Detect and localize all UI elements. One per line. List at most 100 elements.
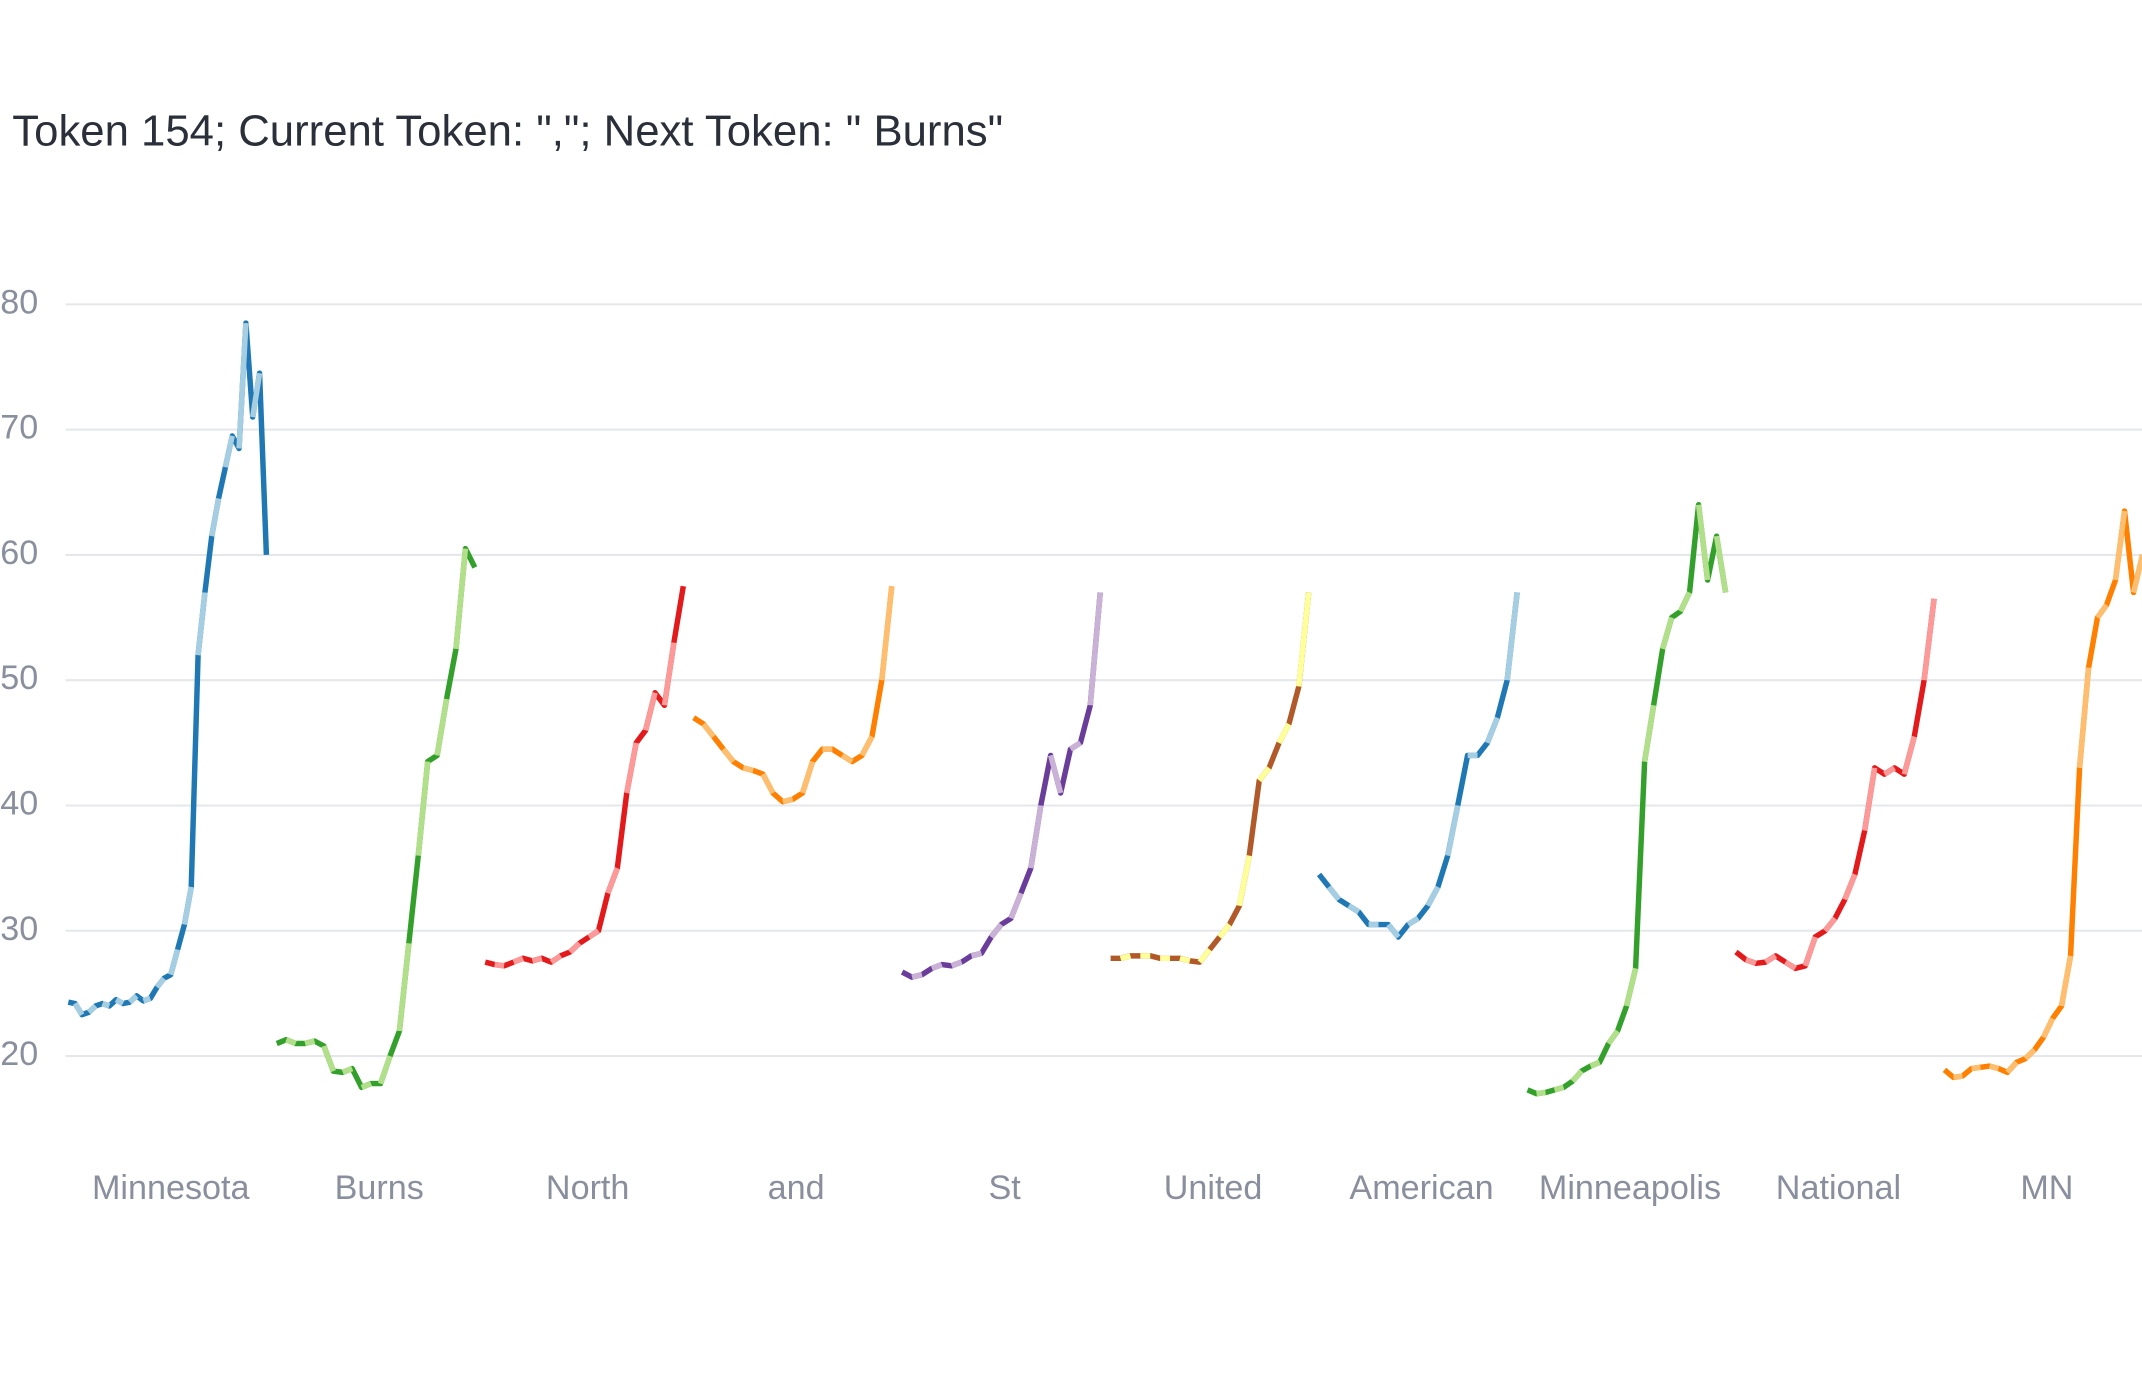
line-highlight [2112,510,2128,581]
line-highlight [1236,855,1252,907]
line-highlight [1008,892,1024,920]
line-highlight [1326,885,1342,902]
x-tick-label: United [1164,1169,1263,1207]
line-highlight [101,1000,111,1009]
line [484,585,687,969]
line-highlight [587,928,600,940]
line-highlight [950,959,963,969]
x-tick-label: and [768,1169,825,1207]
line [67,320,270,1018]
line-highlight [415,761,431,856]
line-highlight [721,747,736,764]
line-highlight [86,1003,98,1015]
line-highlight [989,922,1004,939]
line-highlight [742,765,754,774]
line-highlight [1659,616,1675,650]
line-highlight [1119,953,1132,961]
line-highlight [1971,1064,1981,1072]
line-highlight [1484,716,1500,744]
line-highlight [1406,915,1420,927]
line-highlight [1764,953,1778,965]
line-highlight [1988,1063,2000,1072]
line-highlight [1784,959,1797,971]
line-highlight [142,995,152,1004]
line-highlight [1822,916,1838,933]
line-highlight [701,722,716,739]
line-highlight [911,971,923,980]
line-highlight [1257,766,1272,783]
line-highlight [154,976,167,989]
line [275,545,478,1091]
line-highlight [1641,704,1657,763]
line-highlight [2023,1047,2037,1061]
line-highlight [531,955,543,964]
line-highlight [2095,603,2109,620]
y-tick-label: 50 [0,659,38,697]
line-highlight [434,698,450,756]
line-highlight [1217,922,1232,939]
line-highlight [1713,535,1729,593]
x-tick-label: National [1776,1169,1901,1207]
y-tick-label: 30 [0,910,38,948]
line-highlight [1296,592,1312,687]
line-highlight [1425,885,1441,907]
line-highlight [1087,592,1103,706]
line-highlight [1802,936,1818,967]
line-highlight [1276,722,1292,745]
line-highlight [642,692,658,731]
line-highlight [1883,765,1896,777]
line-highlight [1842,873,1858,901]
line-highlight [800,760,816,794]
line-highlight [930,962,943,971]
line-highlight [250,372,263,418]
line-highlight [840,753,854,764]
line-highlight [568,941,582,955]
line-highlight [494,961,505,969]
line-highlight [304,1038,316,1047]
line-highlight [1504,592,1520,681]
line-highlight [453,548,469,650]
line-highlight [1678,591,1693,613]
x-tick-label: North [546,1169,630,1207]
y-tick-label: 80 [0,283,38,321]
line [1734,598,1937,972]
line [1316,592,1520,940]
line-highlight [970,950,983,959]
line-highlight [549,953,563,965]
y-tick-label: 70 [0,409,38,447]
line-highlight [2041,1017,2055,1039]
line [900,592,1103,980]
line-highlight [1347,903,1361,915]
line-highlight [195,592,208,656]
line-highlight [1386,922,1401,939]
y-tick-label: 40 [0,785,38,823]
line [692,585,895,805]
line-highlight [168,948,181,976]
line-highlight [1589,1059,1601,1069]
line-highlight [624,742,639,794]
line-highlight [605,867,620,895]
line-highlight [1197,947,1212,964]
line [1942,508,2142,1081]
line-highlight [377,1055,393,1085]
line-highlight [72,1002,85,1017]
line-highlight [661,642,677,706]
x-tick-label: Burns [335,1169,424,1207]
line-highlight [1069,740,1082,752]
line-highlight [341,1066,354,1075]
line-highlight [1028,805,1044,869]
line-highlight [2130,554,2142,594]
line-highlight [222,435,235,468]
line-highlight [1445,804,1461,857]
line-highlight [127,993,139,1005]
line-highlight [1570,1069,1584,1083]
line-highlight [1901,735,1917,775]
chart-title: Token 154; Current Token: ","; Next Toke… [12,107,1003,156]
line-highlight [2005,1060,2019,1075]
line-highlight [1536,1089,1546,1097]
line-highlight [1606,1029,1620,1046]
x-tick-label: Minneapolis [1539,1169,1721,1207]
line-highlight [2058,955,2074,1007]
